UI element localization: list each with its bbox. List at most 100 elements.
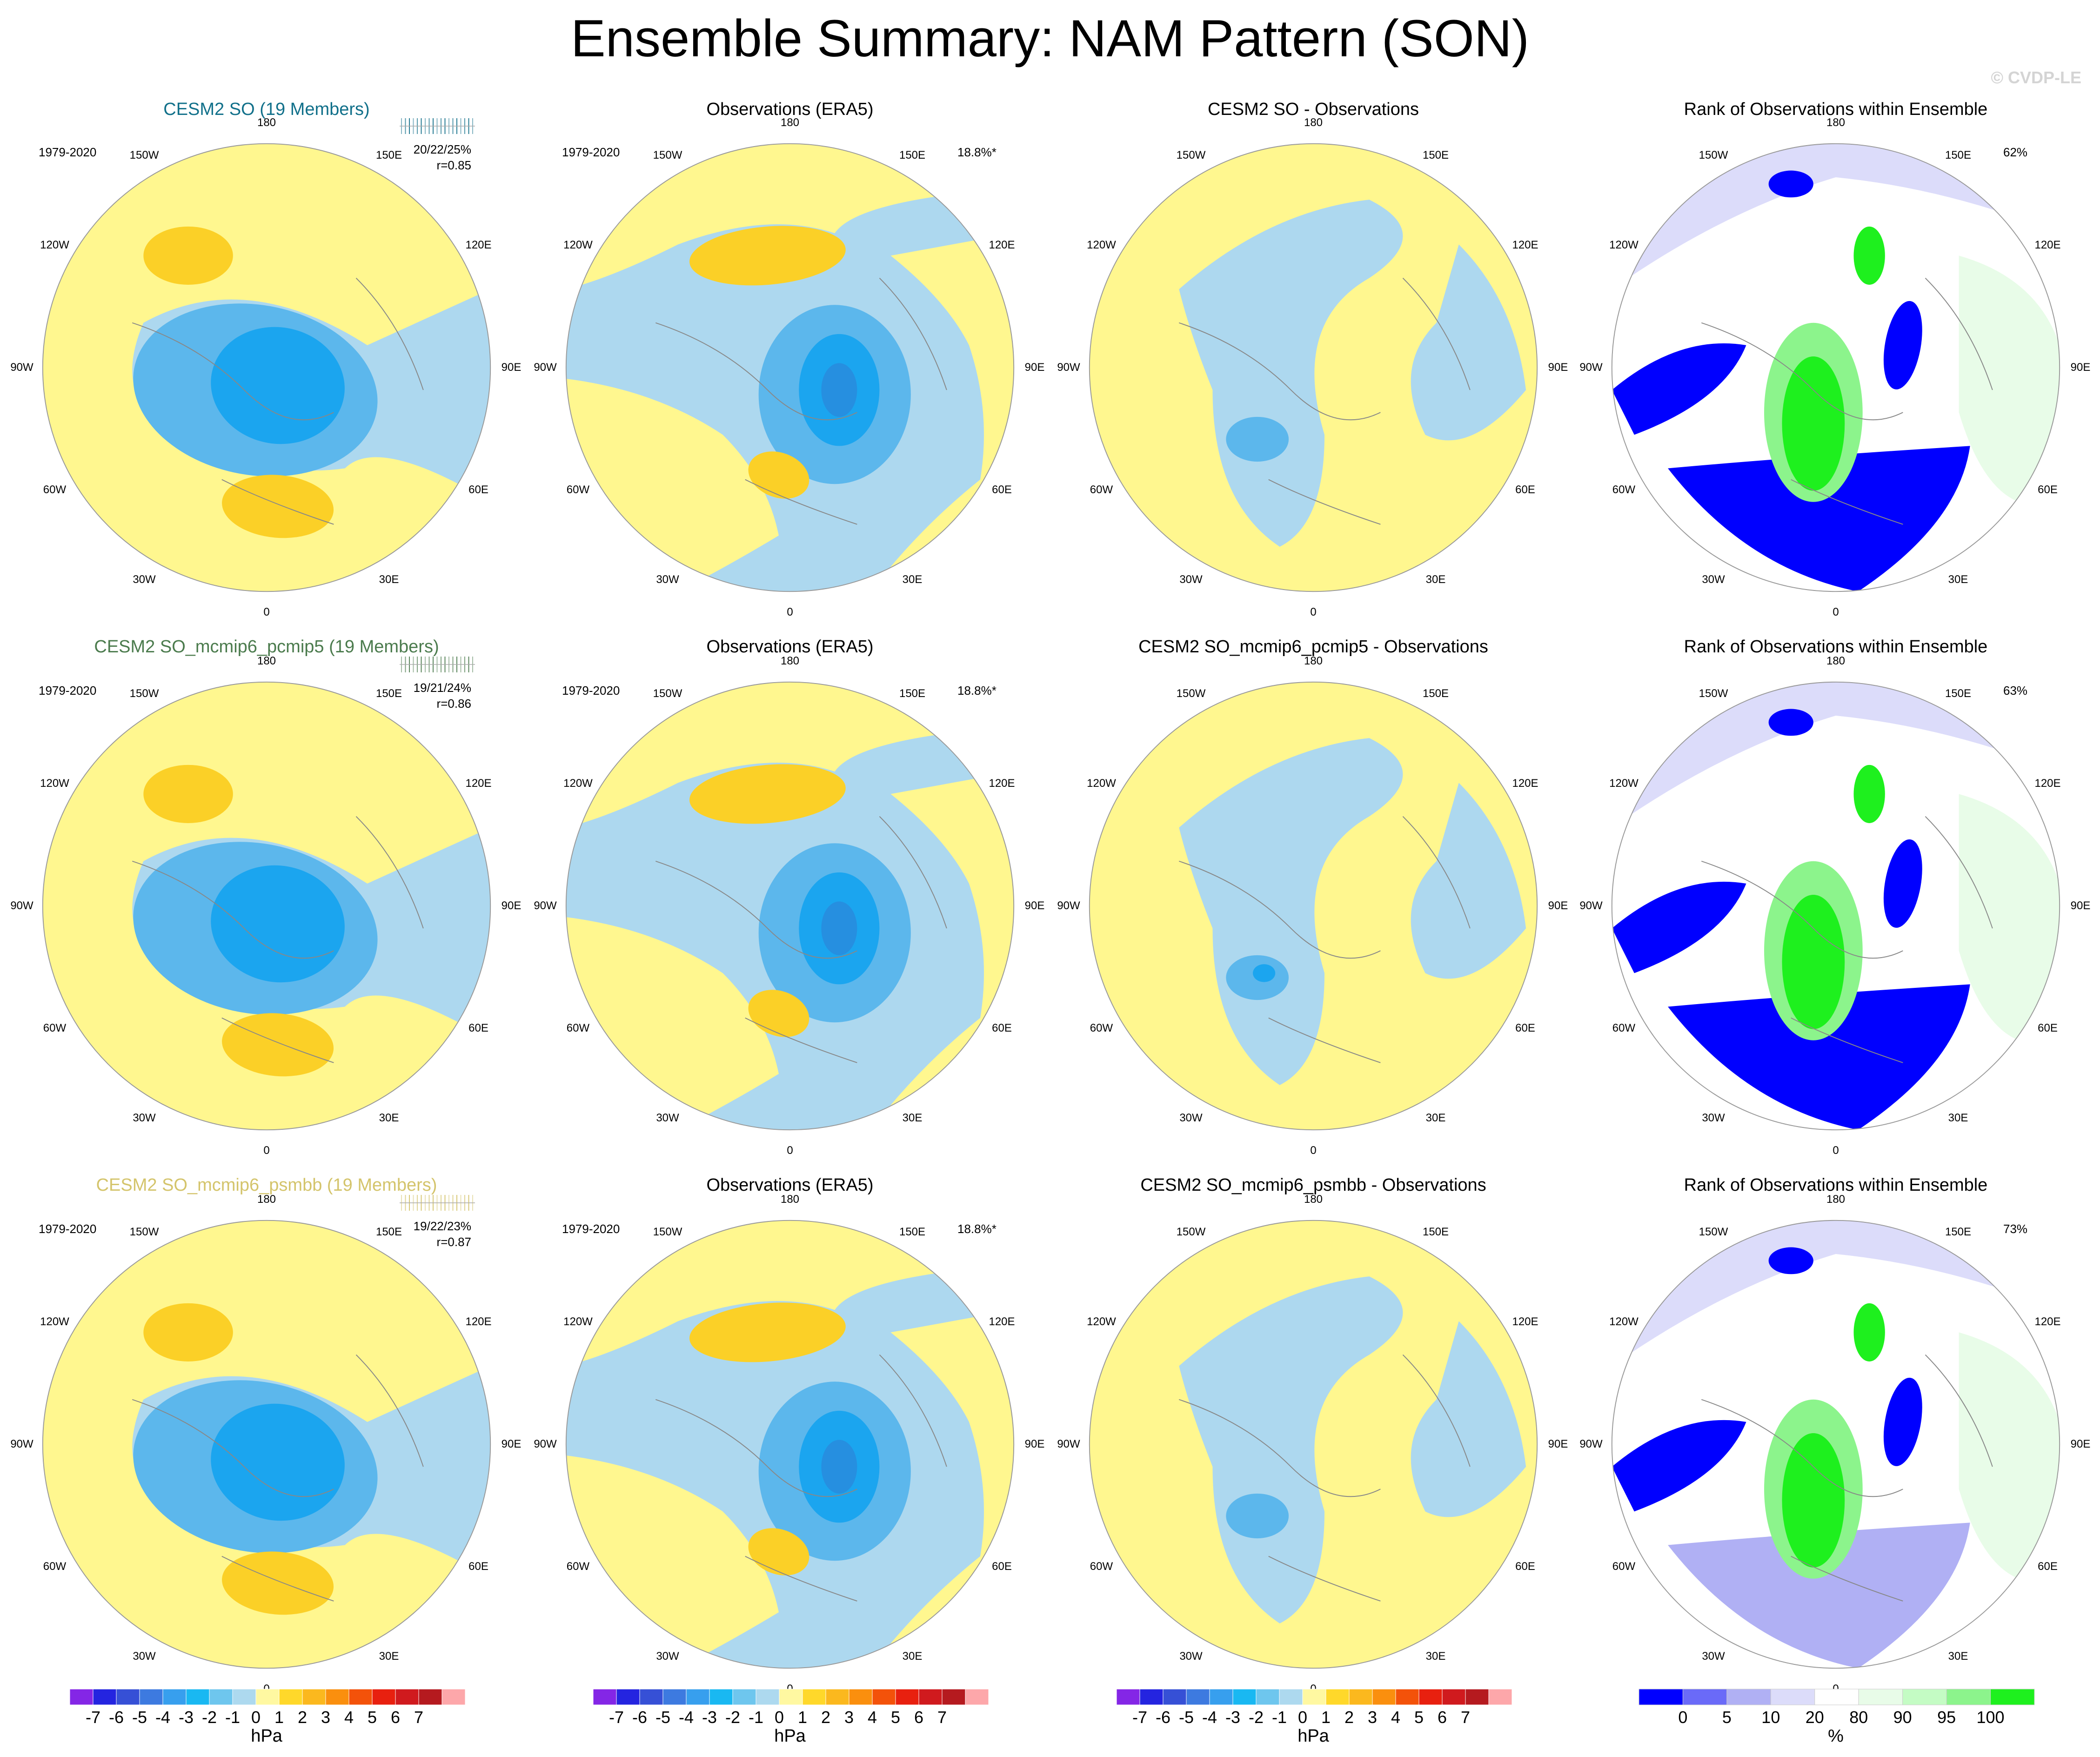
- lon-label-120W: 120W: [563, 239, 593, 251]
- lon-label-150W: 150W: [129, 1226, 159, 1239]
- lon-label-120E: 120E: [2034, 1315, 2061, 1328]
- pattern-corr-r-3: r=0.87: [436, 1235, 471, 1249]
- lon-label-60W: 60W: [43, 483, 67, 496]
- pct-label-rank-2: 63%: [2003, 684, 2028, 697]
- lon-label-0: 0: [787, 1144, 793, 1157]
- lon-label-30W: 30W: [1702, 1650, 1725, 1663]
- pattern-corr-r-1: r=0.85: [436, 158, 471, 172]
- hpa-tick--5: -5: [655, 1708, 671, 1727]
- lon-label-90W: 90W: [10, 361, 33, 374]
- diff-map-1: [1089, 143, 1538, 592]
- lon-label-60E: 60E: [468, 483, 488, 496]
- lon-label-60E: 60E: [1515, 1560, 1535, 1573]
- rank-map-1: [1611, 143, 2060, 592]
- hpa-tick-1: 1: [797, 1708, 808, 1727]
- lon-label-90E: 90E: [2070, 1438, 2091, 1450]
- lon-label-90E: 90E: [501, 1438, 522, 1450]
- hpa-tick-6: 6: [914, 1708, 924, 1727]
- lon-label-150E: 150E: [899, 687, 926, 700]
- lon-label-30W: 30W: [656, 1650, 679, 1663]
- hpa-tick-7: 7: [1460, 1708, 1471, 1727]
- lon-label-180: 180: [780, 655, 800, 667]
- hpa-tick--1: -1: [748, 1708, 764, 1727]
- lon-label-30E: 30E: [1948, 1111, 1968, 1124]
- member-spread-ticks-3: [400, 1195, 475, 1211]
- lon-label-180: 180: [257, 116, 276, 129]
- lon-label-90W: 90W: [1579, 899, 1603, 912]
- lon-label-90E: 90E: [1024, 899, 1045, 912]
- hpa-tick--5: -5: [132, 1708, 147, 1727]
- hpa-tick--6: -6: [632, 1708, 648, 1727]
- lon-label-180: 180: [1826, 116, 1846, 129]
- pct-label-obs-1: 18.8%*: [957, 145, 996, 159]
- hpa-tick-6: 6: [390, 1708, 401, 1727]
- lon-label-30E: 30E: [379, 1650, 399, 1663]
- lon-label-180: 180: [1304, 116, 1323, 129]
- pct-label-rank-1: 62%: [2003, 145, 2028, 159]
- pattern-corr-stats-2: 19/21/24%: [413, 681, 471, 695]
- lon-label-180: 180: [1826, 655, 1846, 667]
- lon-label-120W: 120W: [1087, 777, 1116, 790]
- lon-label-120W: 120W: [40, 239, 69, 251]
- lon-label-180: 180: [1304, 1193, 1323, 1206]
- hpa-tick--7: -7: [85, 1708, 101, 1727]
- lon-label-150E: 150E: [899, 1226, 926, 1239]
- hpa-tick-0: 0: [251, 1708, 261, 1727]
- panel-title-obs-1: Observations (ERA5): [706, 100, 874, 119]
- lon-label-150W: 150W: [1176, 687, 1206, 700]
- hpa-tick-5: 5: [890, 1708, 901, 1727]
- lon-label-150W: 150W: [1176, 1226, 1206, 1239]
- lon-label-120E: 120E: [465, 1315, 492, 1328]
- hpa-tick-5: 5: [367, 1708, 377, 1727]
- lon-label-180: 180: [257, 1193, 276, 1206]
- lon-label-60W: 60W: [566, 1560, 590, 1573]
- obs-map-3: [565, 1220, 1015, 1669]
- lon-label-60W: 60W: [1090, 483, 1113, 496]
- hpa-tick-4: 4: [867, 1708, 877, 1727]
- lon-label-120E: 120E: [1512, 1315, 1538, 1328]
- lon-label-90W: 90W: [534, 361, 557, 374]
- ensemble-map-2: [42, 681, 491, 1131]
- lon-label-120E: 120E: [1512, 239, 1538, 251]
- hpa-tick-1: 1: [274, 1708, 284, 1727]
- panel-title-rank-3: Rank of Observations within Ensemble: [1684, 1175, 1988, 1195]
- rank-tick-100: 100: [1976, 1708, 2005, 1727]
- lon-label-90W: 90W: [1579, 1438, 1603, 1450]
- lon-label-60W: 60W: [566, 1022, 590, 1034]
- lon-label-150E: 150E: [1422, 149, 1449, 162]
- diff-map-2: [1089, 681, 1538, 1131]
- lon-label-0: 0: [263, 606, 270, 618]
- hpa-tick--6: -6: [1155, 1708, 1171, 1727]
- lon-label-90E: 90E: [1548, 361, 1568, 374]
- hpa-tick-2: 2: [1344, 1708, 1354, 1727]
- hpa-unit-3: hPa: [1297, 1726, 1329, 1746]
- lon-label-0: 0: [263, 1144, 270, 1157]
- lon-label-150E: 150E: [1945, 149, 1972, 162]
- hpa-tick-3: 3: [321, 1708, 331, 1727]
- period-label-ensemble-1: 1979-2020: [39, 145, 97, 159]
- lon-label-150E: 150E: [375, 1226, 402, 1239]
- lon-label-90E: 90E: [501, 899, 522, 912]
- lon-label-120E: 120E: [2034, 777, 2061, 790]
- lon-label-150E: 150E: [1945, 1226, 1972, 1239]
- lon-label-180: 180: [780, 116, 800, 129]
- pattern-corr-stats-1: 20/22/25%: [413, 142, 471, 156]
- pct-label-obs-2: 18.8%*: [957, 684, 996, 697]
- hpa-tick--1: -1: [225, 1708, 241, 1727]
- lon-label-90W: 90W: [10, 1438, 33, 1450]
- lon-label-150W: 150W: [129, 149, 159, 162]
- rank-tick-20: 20: [1805, 1708, 1824, 1727]
- lon-label-30E: 30E: [1948, 1650, 1968, 1663]
- lon-label-60E: 60E: [1515, 1022, 1535, 1034]
- hpa-tick-3: 3: [844, 1708, 854, 1727]
- lon-label-30W: 30W: [1179, 573, 1203, 586]
- lon-label-30E: 30E: [902, 1111, 923, 1124]
- hpa-tick--5: -5: [1178, 1708, 1194, 1727]
- lon-label-120W: 120W: [1609, 239, 1639, 251]
- period-label-ensemble-2: 1979-2020: [39, 684, 97, 697]
- lon-label-0: 0: [1310, 606, 1317, 618]
- hpa-colorbar-1: [69, 1689, 466, 1705]
- lon-label-90W: 90W: [1057, 1438, 1080, 1450]
- lon-label-30E: 30E: [1948, 573, 1968, 586]
- hpa-colorbar-2: [593, 1689, 989, 1705]
